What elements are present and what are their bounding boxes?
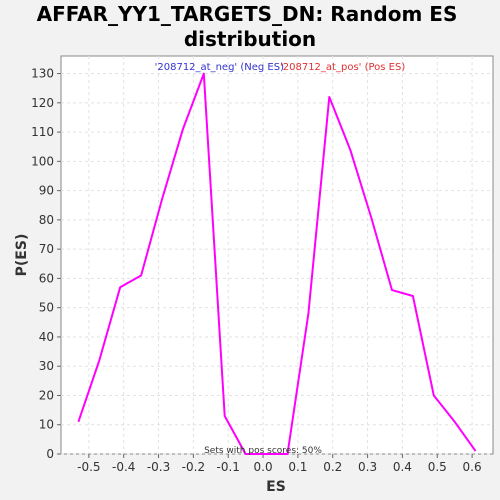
y-tick-label: 40 [39,330,54,344]
y-axis-ticks: 0 10 20 30 40 50 60 70 80 90 100 110 120 130 [31,67,61,461]
chart-title-line2: distribution [184,27,316,51]
x-tick-label: -0.3 [147,460,170,474]
pos-scores-annotation: Sets with pos scores: 50% [204,446,322,456]
x-tick-label: 0.1 [288,460,307,474]
series-line [77,72,477,455]
y-tick-label: 70 [39,242,54,256]
chart-title-line1: AFFAR_YY1_TARGETS_DN: Random ES [37,2,458,26]
y-tick-label: 90 [39,184,54,198]
x-axis-ticks: -0.5 -0.4 -0.3 -0.2 -0.1 0.0 0.1 0.2 0.3 0.4 0.5 0.… [77,454,482,474]
x-tick-label: 0.0 [254,460,273,474]
y-tick-label: 60 [39,271,54,285]
series-random-es [77,72,477,455]
legend-neg-es: '208712_at_neg' (Neg ES) [155,62,284,73]
x-tick-label: 0.6 [463,460,482,474]
y-tick-label: 130 [31,67,54,81]
x-tick-label: 0.3 [358,460,377,474]
x-tick-label: -0.2 [182,460,205,474]
y-tick-label: 110 [31,125,54,139]
x-tick-label: -0.1 [217,460,240,474]
y-axis-label: P(ES) [14,234,30,277]
legend-pos-es: '208712_at_pos' (Pos ES) [280,62,405,73]
x-tick-label: 0.5 [428,460,447,474]
y-tick-label: 100 [31,154,54,168]
y-tick-label: 0 [46,447,54,461]
plot-area [60,55,494,455]
x-tick-label: -0.5 [77,460,100,474]
x-tick-label: 0.4 [393,460,412,474]
x-tick-label: -0.4 [112,460,135,474]
y-tick-label: 120 [31,96,54,110]
y-tick-label: 80 [39,213,54,227]
x-axis-label: ES [266,479,286,495]
y-tick-label: 20 [39,388,54,402]
y-tick-label: 30 [39,359,54,373]
y-tick-label: 10 [39,418,54,432]
x-tick-label: 0.2 [323,460,342,474]
y-tick-label: 50 [39,301,54,315]
